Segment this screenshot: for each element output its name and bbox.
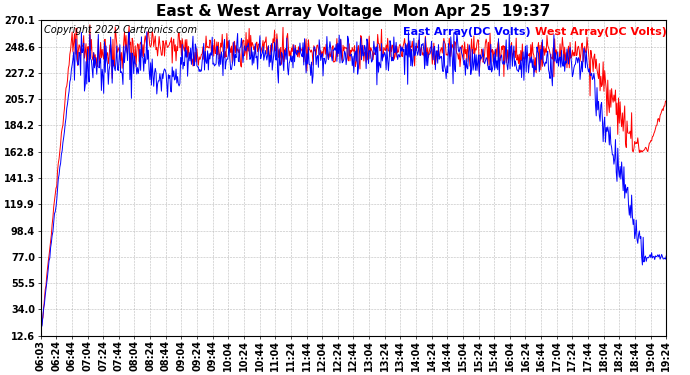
Title: East & West Array Voltage  Mon Apr 25  19:37: East & West Array Voltage Mon Apr 25 19:… (156, 4, 551, 19)
Text: Copyright 2022 Cartronics.com: Copyright 2022 Cartronics.com (43, 25, 197, 35)
Text: West Array(DC Volts): West Array(DC Volts) (535, 27, 667, 37)
Text: East Array(DC Volts): East Array(DC Volts) (404, 27, 531, 37)
